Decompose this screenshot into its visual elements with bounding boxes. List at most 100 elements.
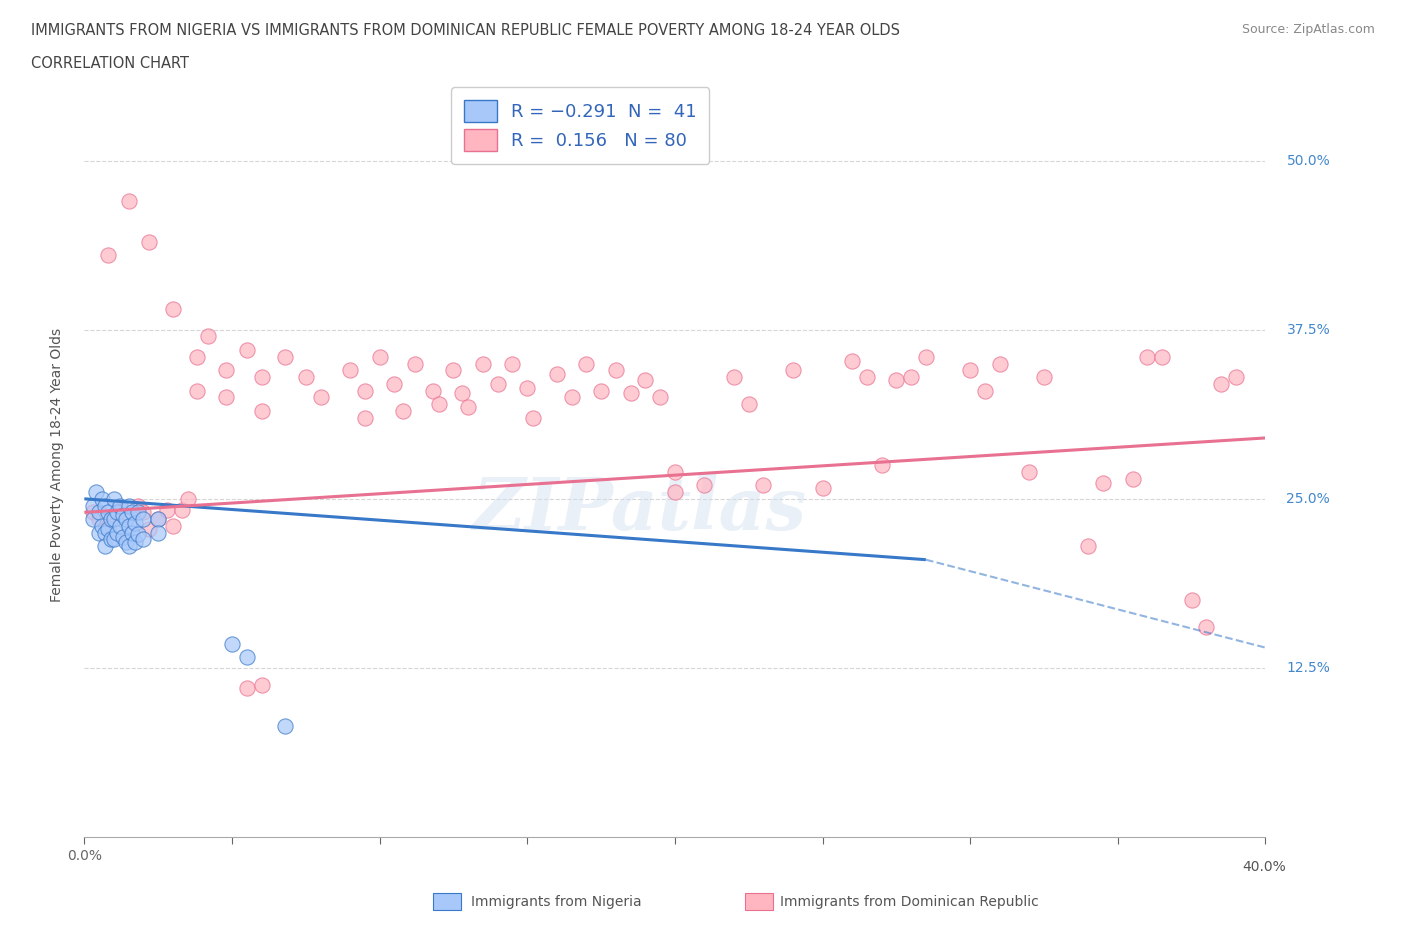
Point <box>368 350 391 365</box>
Point <box>84 485 107 499</box>
Point <box>108 498 131 513</box>
Point <box>91 491 114 506</box>
Point <box>1225 369 1247 384</box>
Point <box>103 512 125 526</box>
Point <box>127 526 149 541</box>
Point <box>988 356 1011 371</box>
Point <box>472 356 495 371</box>
Text: 50.0%: 50.0% <box>1286 153 1330 167</box>
Point <box>94 538 117 553</box>
Point <box>118 193 141 208</box>
Text: 25.0%: 25.0% <box>1286 492 1330 506</box>
Text: 12.5%: 12.5% <box>1286 661 1330 675</box>
Point <box>108 502 131 517</box>
Point <box>114 535 136 550</box>
Point <box>148 525 170 540</box>
Point <box>591 383 613 398</box>
Point <box>605 363 627 378</box>
Point <box>354 383 377 398</box>
Point <box>82 505 104 520</box>
Point <box>103 491 125 506</box>
Point <box>114 512 136 526</box>
Y-axis label: Female Poverty Among 18-24 Year Olds: Female Poverty Among 18-24 Year Olds <box>49 328 63 602</box>
Point <box>752 478 775 493</box>
Point <box>138 234 160 249</box>
Point <box>1018 464 1040 479</box>
Point <box>97 521 120 536</box>
Point <box>215 363 238 378</box>
Point <box>197 329 219 344</box>
Point <box>162 302 184 317</box>
Point <box>914 350 936 365</box>
Text: ZIPatlas: ZIPatlas <box>472 474 807 545</box>
Point <box>250 678 273 693</box>
Point <box>235 650 259 665</box>
Point <box>782 363 804 378</box>
Point <box>546 367 568 382</box>
Point <box>105 525 128 540</box>
Point <box>1180 592 1202 607</box>
Text: Immigrants from Dominican Republic: Immigrants from Dominican Republic <box>780 895 1039 910</box>
Point <box>177 491 200 506</box>
Point <box>404 356 426 371</box>
Point <box>441 363 464 378</box>
Point <box>100 512 122 526</box>
Text: Immigrants from Nigeria: Immigrants from Nigeria <box>471 895 641 910</box>
FancyBboxPatch shape <box>433 893 461 910</box>
Point <box>148 512 170 526</box>
Point <box>634 372 657 387</box>
Point <box>118 538 141 553</box>
Point <box>648 390 672 405</box>
Point <box>124 516 146 531</box>
Point <box>1209 377 1232 392</box>
Point <box>105 505 128 520</box>
Point <box>132 532 155 547</box>
Point <box>1091 475 1114 490</box>
Point <box>841 353 863 368</box>
Point <box>148 512 170 526</box>
Point <box>132 505 155 520</box>
Point <box>121 525 143 540</box>
Point <box>97 505 120 520</box>
Point <box>486 377 509 392</box>
Point <box>118 498 141 513</box>
Point <box>295 369 318 384</box>
Point <box>309 390 332 405</box>
Point <box>664 485 686 499</box>
Point <box>693 478 716 493</box>
Point <box>422 383 444 398</box>
Text: IMMIGRANTS FROM NIGERIA VS IMMIGRANTS FROM DOMINICAN REPUBLIC FEMALE POVERTY AMO: IMMIGRANTS FROM NIGERIA VS IMMIGRANTS FR… <box>31 23 900 38</box>
Point <box>855 369 877 384</box>
Point <box>392 404 415 418</box>
Point <box>118 518 141 533</box>
Point <box>94 525 117 540</box>
Point <box>1150 350 1173 365</box>
Point <box>664 464 686 479</box>
Point <box>82 498 104 513</box>
Point <box>118 508 141 523</box>
Point <box>94 498 117 513</box>
Point <box>274 719 297 734</box>
Point <box>973 383 995 398</box>
Point <box>274 350 297 365</box>
Point <box>127 505 149 520</box>
Point <box>100 532 122 547</box>
Point <box>82 512 104 526</box>
Point <box>87 525 111 540</box>
Point <box>738 397 761 412</box>
Point <box>619 386 641 401</box>
Point <box>427 397 450 412</box>
Point <box>354 410 377 425</box>
Point <box>1136 350 1159 365</box>
Point <box>250 404 273 418</box>
Point <box>451 386 474 401</box>
Point <box>87 512 111 526</box>
Point <box>215 390 238 405</box>
Point <box>132 512 155 526</box>
Legend: R = −0.291  N =  41, R =  0.156   N = 80: R = −0.291 N = 41, R = 0.156 N = 80 <box>451 87 709 164</box>
Point <box>501 356 523 371</box>
Point <box>221 636 243 651</box>
Point <box>121 505 143 520</box>
Point <box>111 508 134 523</box>
Point <box>250 369 273 384</box>
